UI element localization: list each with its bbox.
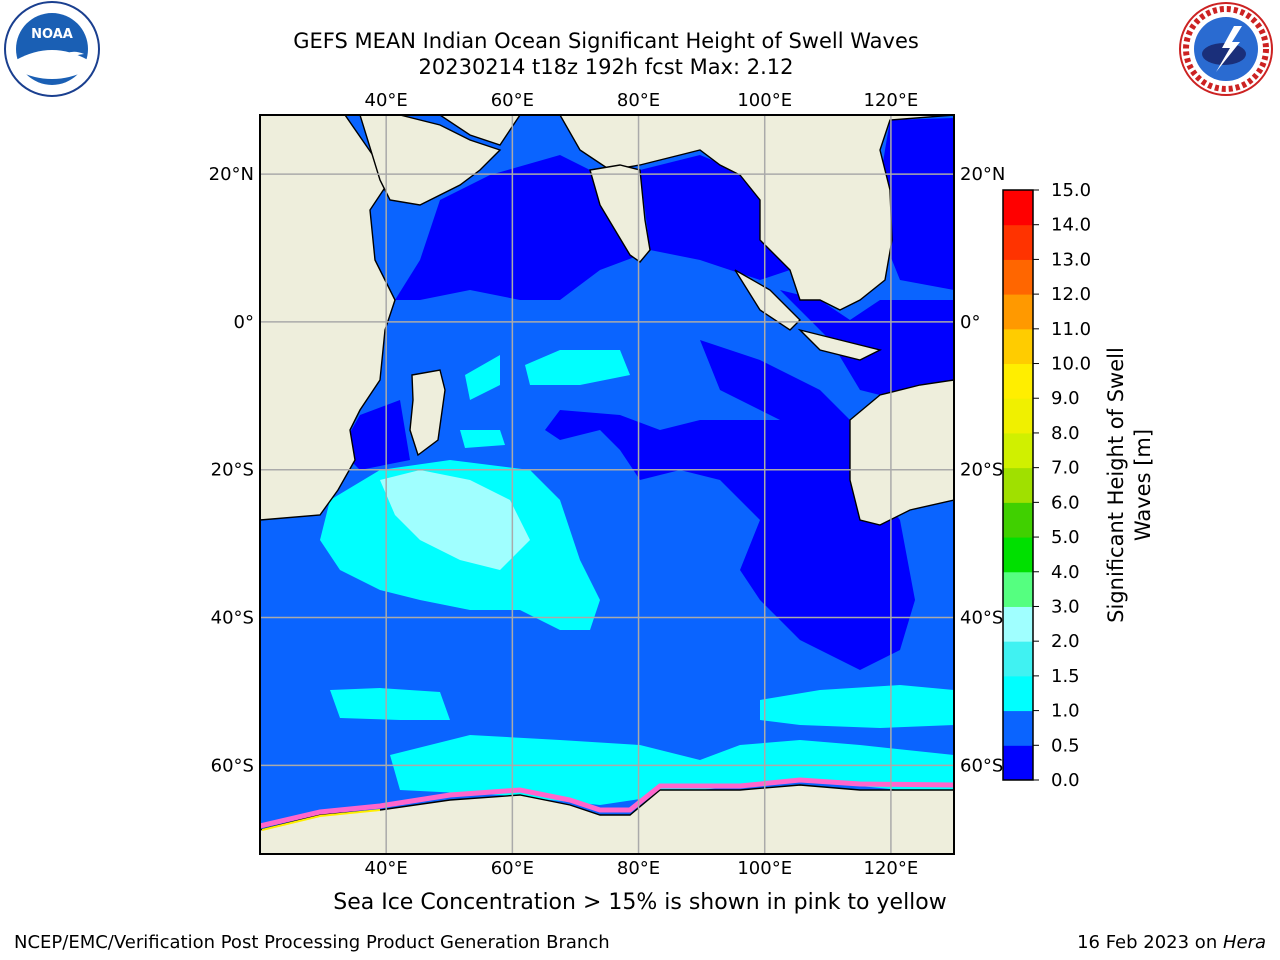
colorbar-segment bbox=[1003, 224, 1033, 260]
colorbar-segment bbox=[1003, 294, 1033, 330]
australia bbox=[849, 379, 954, 526]
lon-label-bottom: 100°E bbox=[737, 858, 792, 879]
colorbar-tick-label: 0.0 bbox=[1051, 770, 1080, 791]
lat-label-left: 0° bbox=[234, 312, 254, 333]
colorbar-tick-label: 15.0 bbox=[1051, 180, 1091, 201]
colorbar-tick-label: 6.0 bbox=[1051, 492, 1080, 513]
colorbar-label-line2: Waves [m] bbox=[1131, 429, 1155, 541]
colorbar-label-line1: Significant Height of Swell bbox=[1104, 347, 1128, 623]
colorbar-tick-label: 3.0 bbox=[1051, 596, 1080, 617]
colorbar-tick-label: 8.0 bbox=[1051, 423, 1080, 444]
footer-credit: NCEP/EMC/Verification Post Processing Pr… bbox=[14, 932, 610, 953]
lon-label-top: 60°E bbox=[491, 90, 534, 111]
graticule bbox=[260, 115, 954, 854]
colorbar-segment bbox=[1003, 432, 1033, 469]
colorbar-segment bbox=[1003, 502, 1033, 538]
chart-subtitle: 20230214 t18z 192h fcst Max: 2.12 bbox=[418, 55, 794, 79]
colorbar-tick-label: 9.0 bbox=[1051, 388, 1080, 409]
lat-label-right: 40°S bbox=[960, 608, 1003, 629]
africa bbox=[260, 115, 396, 521]
antarctica bbox=[260, 784, 954, 854]
footer-host: Hera bbox=[1222, 932, 1266, 953]
chart-title: GEFS MEAN Indian Ocean Significant Heigh… bbox=[293, 29, 919, 53]
lon-label-bottom: 80°E bbox=[617, 858, 660, 879]
colorbar-segment bbox=[1003, 259, 1033, 295]
lat-label-left: 40°S bbox=[211, 608, 254, 629]
colorbar-frame bbox=[1002, 189, 1034, 781]
colorbar-tick-label: 13.0 bbox=[1051, 249, 1091, 270]
colorbar-segment bbox=[1003, 190, 1033, 226]
asia-mainland bbox=[520, 115, 954, 311]
lon-label-top: 120°E bbox=[864, 90, 919, 111]
lat-label-left: 60°S bbox=[211, 755, 254, 776]
landmass bbox=[260, 115, 954, 854]
lon-label-top: 100°E bbox=[737, 90, 792, 111]
map-caption: Sea Ice Concentration > 15% is shown in … bbox=[333, 890, 947, 915]
lon-label-top: 80°E bbox=[617, 90, 660, 111]
footer-date: 16 Feb 2023 on Hera bbox=[1077, 932, 1266, 953]
colorbar-segment bbox=[1003, 398, 1033, 434]
map-frame bbox=[259, 114, 955, 855]
swell-zone-high bbox=[380, 470, 530, 570]
sea-ice-edge-inner bbox=[261, 809, 381, 831]
colorbar-segment bbox=[1003, 641, 1033, 677]
india bbox=[589, 164, 651, 263]
java bbox=[797, 328, 883, 361]
colorbar-tick-label: 5.0 bbox=[1051, 527, 1080, 548]
lon-label-top: 40°E bbox=[365, 90, 408, 111]
svg-text:NOAA: NOAA bbox=[31, 27, 73, 42]
colorbar-tick-label: 0.5 bbox=[1051, 735, 1080, 756]
madagascar bbox=[409, 369, 446, 457]
footer-date-text: 16 Feb 2023 on bbox=[1077, 932, 1223, 953]
lat-label-right: 60°S bbox=[960, 755, 1003, 776]
lon-label-bottom: 60°E bbox=[491, 858, 534, 879]
lat-label-left: 20°S bbox=[211, 460, 254, 481]
colorbar-tick-label: 10.0 bbox=[1051, 354, 1091, 375]
colorbar-tick-label: 4.0 bbox=[1051, 562, 1080, 583]
colorbar-segment bbox=[1003, 328, 1033, 365]
colorbar-segment bbox=[1003, 537, 1033, 573]
colorbar-tick-label: 1.5 bbox=[1051, 666, 1080, 687]
colorbar bbox=[1002, 189, 1034, 781]
colorbar-tick-label: 1.0 bbox=[1051, 701, 1080, 722]
colorbar-segment bbox=[1003, 606, 1033, 642]
colorbar-segment bbox=[1003, 745, 1033, 781]
lat-label-right: 20°S bbox=[960, 460, 1003, 481]
colorbar-segment bbox=[1003, 467, 1033, 503]
lon-label-bottom: 40°E bbox=[365, 858, 408, 879]
noaa-logo: NOAA bbox=[4, 1, 100, 97]
colorbar-segment bbox=[1003, 363, 1033, 399]
sea-ice-edge bbox=[260, 777, 954, 829]
colorbar-tick-label: 7.0 bbox=[1051, 458, 1080, 479]
nws-logo bbox=[1179, 2, 1273, 96]
lat-label-right: 20°N bbox=[960, 164, 1005, 185]
lon-label-bottom: 120°E bbox=[864, 858, 919, 879]
colorbar-tick-label: 2.0 bbox=[1051, 631, 1080, 652]
lat-label-left: 20°N bbox=[209, 164, 254, 185]
colorbar-tick-label: 12.0 bbox=[1051, 284, 1091, 305]
map-plot-area bbox=[260, 115, 954, 854]
colorbar-tick-label: 11.0 bbox=[1051, 319, 1091, 340]
arabia-north bbox=[400, 115, 521, 146]
lat-label-right: 0° bbox=[960, 312, 980, 333]
colorbar-segment bbox=[1003, 710, 1033, 746]
colorbar-segment bbox=[1003, 571, 1033, 607]
colorbar-tick-label: 14.0 bbox=[1051, 215, 1091, 236]
swell-zone-low bbox=[340, 118, 954, 670]
colorbar-segment bbox=[1003, 675, 1033, 712]
